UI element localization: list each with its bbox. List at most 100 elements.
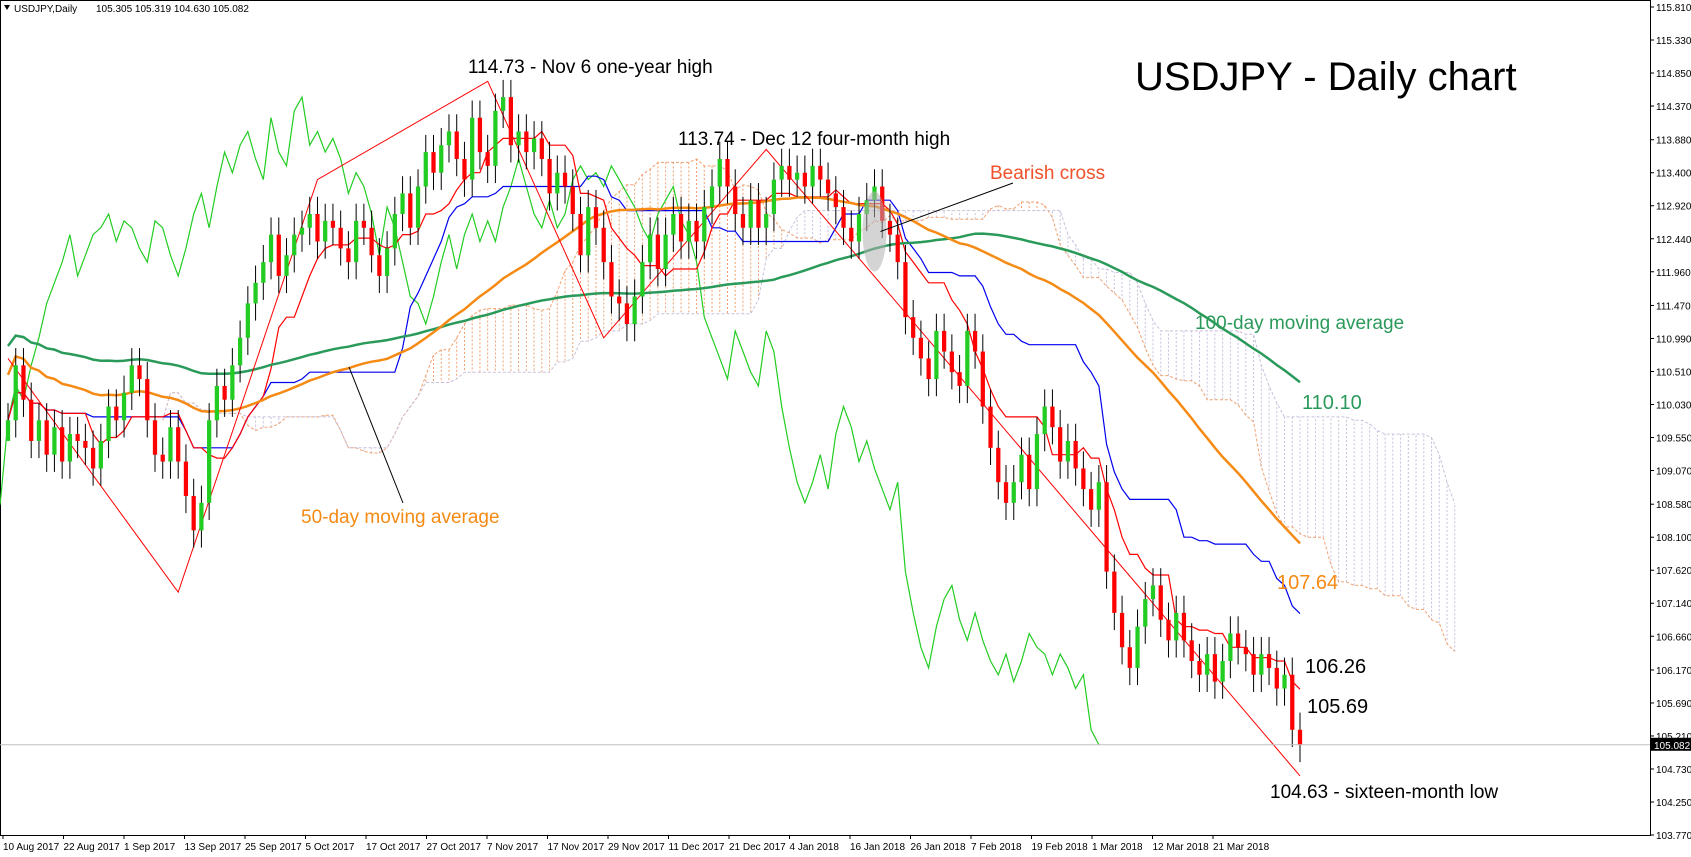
candle-bear bbox=[90, 447, 96, 469]
candle-bear bbox=[44, 420, 49, 455]
candle-bull bbox=[934, 330, 939, 380]
candle-bull bbox=[52, 427, 57, 455]
price-tick-label: 114.850 bbox=[1656, 69, 1691, 80]
price-axis: 115.810 115.330 114.850 114.370 113.880 113.4… bbox=[0, 3, 1691, 842]
ohlc-readout: 105.305 105.319 104.630 105.082 bbox=[96, 4, 249, 15]
senkou-span-a bbox=[162, 158, 1456, 652]
candle-bull bbox=[586, 207, 591, 256]
candle-bull bbox=[640, 262, 645, 297]
candle-bear bbox=[617, 296, 622, 304]
price-tick-label: 114.370 bbox=[1656, 102, 1691, 113]
candle-bear bbox=[624, 303, 630, 325]
candle-bear bbox=[756, 200, 761, 228]
candle-bull bbox=[299, 227, 305, 235]
candle-bear bbox=[1266, 654, 1272, 668]
candle-bear bbox=[609, 262, 614, 297]
price-tick-label: 103.770 bbox=[1656, 831, 1691, 842]
candle-bear bbox=[114, 406, 119, 421]
candle-bull bbox=[245, 303, 250, 338]
candle-bull bbox=[207, 420, 212, 503]
candle-bull bbox=[1135, 626, 1140, 668]
candle-bear bbox=[222, 385, 227, 400]
candle-bear bbox=[145, 379, 150, 421]
candle-bear bbox=[918, 337, 924, 359]
annotation-four-month-high: 113.74 - Dec 12 four-month high bbox=[678, 129, 950, 150]
candle-bear bbox=[1104, 482, 1109, 572]
candle-bull bbox=[214, 385, 220, 421]
candle-bear bbox=[1081, 468, 1086, 490]
symbol-label: USDJPY,Daily bbox=[14, 4, 77, 15]
time-tick-label: 22 Aug 2017 bbox=[64, 842, 121, 853]
time-axis: 10 Aug 2017 22 Aug 2017 1 Sep 2017 13 Sep 2… bbox=[2, 835, 1270, 853]
time-tick-label: 7 Nov 2017 bbox=[487, 842, 539, 853]
price-tick-label: 105.690 bbox=[1656, 699, 1691, 710]
price-tick-label: 113.880 bbox=[1656, 136, 1691, 147]
candle-bull bbox=[230, 365, 235, 400]
candle-bear bbox=[841, 207, 846, 228]
candle-bear bbox=[1027, 454, 1032, 490]
candle-bear bbox=[996, 447, 1001, 483]
price-tick-label: 115.810 bbox=[1656, 3, 1691, 14]
candle-bull bbox=[292, 234, 297, 256]
candle-bear bbox=[903, 262, 908, 318]
candle-bear bbox=[941, 330, 947, 352]
candle-bear bbox=[176, 427, 181, 462]
time-tick-label: 19 Feb 2018 bbox=[1032, 842, 1089, 853]
candle-bear bbox=[462, 158, 467, 180]
ma50-value-label: 107.64 bbox=[1277, 572, 1338, 594]
current-price-value: 105.082 bbox=[1654, 741, 1691, 752]
candle-bull bbox=[965, 330, 970, 386]
candle-bull bbox=[1096, 482, 1101, 510]
candle-bull bbox=[1220, 661, 1225, 682]
price-tick-label: 104.730 bbox=[1656, 765, 1691, 776]
time-tick-label: 21 Mar 2018 bbox=[1213, 842, 1270, 853]
candle-bear bbox=[408, 193, 413, 228]
candle-bull bbox=[423, 152, 428, 187]
chart-title: USDJPY - Daily chart bbox=[1135, 55, 1517, 99]
chart-menu-icon[interactable] bbox=[4, 5, 10, 10]
candle-bull bbox=[13, 365, 18, 421]
candle-bull bbox=[67, 434, 73, 462]
candle-bear bbox=[1181, 612, 1187, 641]
annotation-ma50: 50-day moving average bbox=[301, 507, 500, 528]
time-tick-label: 5 Oct 2017 bbox=[306, 842, 355, 853]
candle-bear bbox=[369, 227, 374, 256]
time-tick-label: 12 Mar 2018 bbox=[1153, 842, 1210, 853]
candle-bull bbox=[501, 97, 506, 111]
price-tick-label: 112.440 bbox=[1656, 235, 1691, 246]
time-tick-label: 7 Feb 2018 bbox=[971, 842, 1022, 853]
candle-bull bbox=[384, 248, 390, 276]
candle-bull bbox=[199, 502, 204, 531]
candle-bear bbox=[454, 131, 459, 159]
candle-bear bbox=[1003, 482, 1009, 503]
candlesticks bbox=[5, 79, 1303, 763]
candle-bear bbox=[1212, 654, 1218, 682]
candle-bear bbox=[895, 234, 900, 263]
zigzag-line bbox=[7, 80, 1301, 777]
price-tick-label: 106.170 bbox=[1656, 666, 1691, 677]
candle-bear bbox=[315, 214, 320, 242]
price-tick-label: 106.660 bbox=[1656, 632, 1691, 643]
candle-bull bbox=[323, 220, 328, 242]
candle-bear bbox=[346, 248, 351, 263]
candle-bull bbox=[129, 365, 134, 393]
candle-bull bbox=[1011, 482, 1016, 503]
candle-bull bbox=[1019, 454, 1024, 483]
time-tick-label: 17 Oct 2017 bbox=[366, 842, 421, 853]
candle-bear bbox=[377, 255, 382, 276]
price-tick-label: 113.400 bbox=[1656, 169, 1691, 180]
candle-bear bbox=[1166, 619, 1171, 641]
candle-bear bbox=[29, 399, 34, 441]
annotation-bearish-cross: Bearish cross bbox=[990, 163, 1105, 184]
kijun-sen bbox=[7, 175, 1301, 615]
candle-bear bbox=[733, 186, 738, 214]
candle-bull bbox=[748, 200, 753, 228]
candle-bear bbox=[980, 351, 985, 407]
bearish-cross-highlight bbox=[862, 191, 887, 272]
candle-bear bbox=[330, 220, 336, 228]
candle-bull bbox=[1143, 599, 1148, 627]
price-tick-label: 111.470 bbox=[1656, 301, 1691, 312]
candle-bull bbox=[709, 186, 715, 208]
candle-bull bbox=[1282, 674, 1287, 689]
candle-bear bbox=[1050, 406, 1055, 428]
